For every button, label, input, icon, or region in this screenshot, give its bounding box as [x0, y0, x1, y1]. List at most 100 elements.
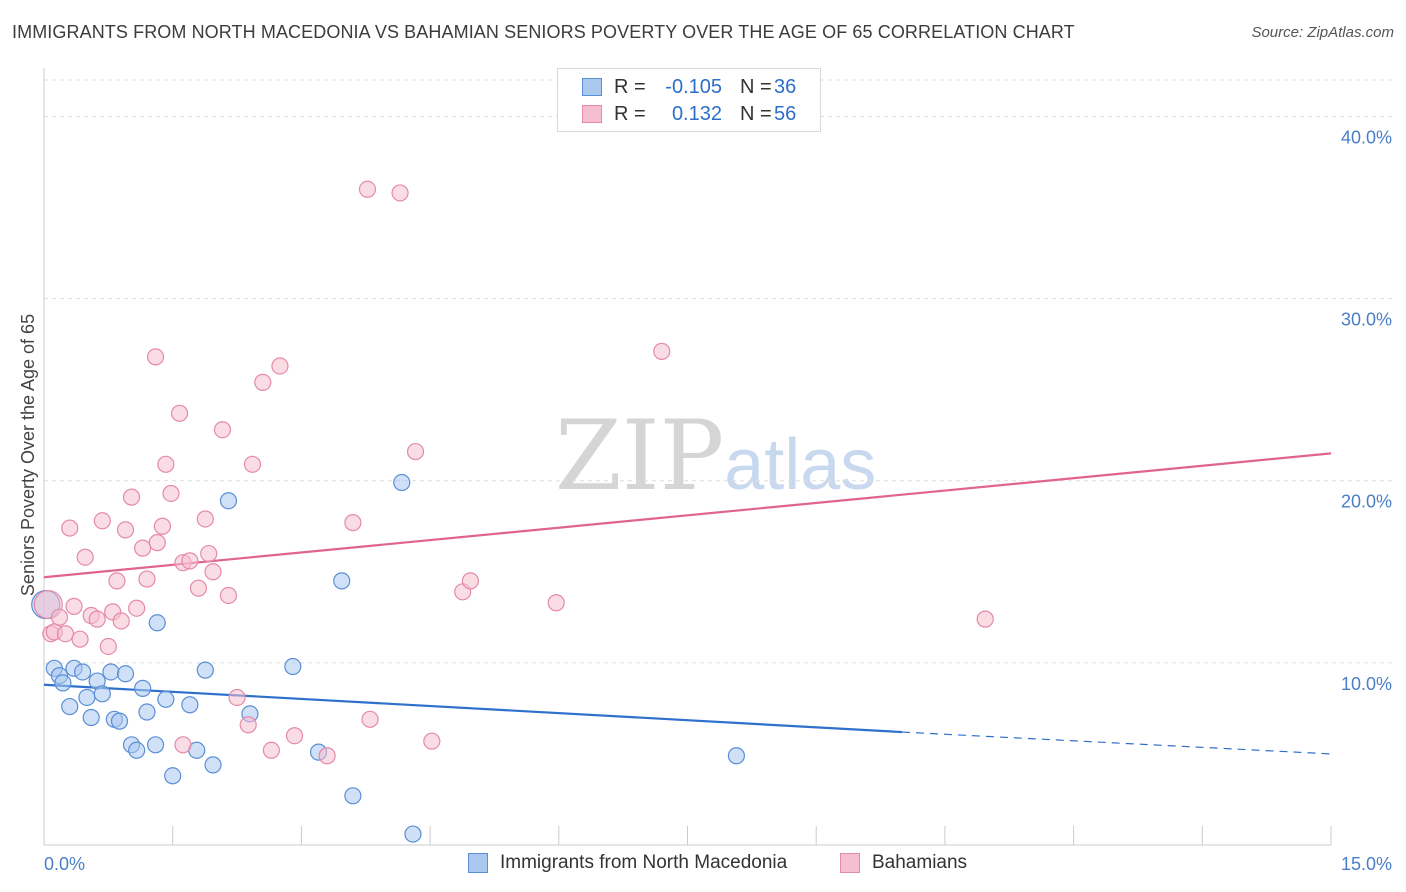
north-macedonia-point	[134, 679, 152, 697]
bahamians-point	[153, 517, 172, 535]
bahamians-point	[243, 455, 262, 473]
north-macedonia-point	[54, 674, 72, 692]
north-macedonia-point	[344, 787, 362, 805]
bottom-legend-bahamians: Bahamians	[840, 852, 967, 874]
legend-n-value: 56	[774, 102, 797, 125]
bahamians-point	[116, 521, 135, 539]
bahamians-point	[99, 637, 117, 656]
north-macedonia-point	[219, 492, 238, 510]
north-macedonia-trend-extension	[901, 731, 1332, 755]
legend-r-label: R =	[614, 75, 646, 98]
bahamians-point	[406, 442, 425, 461]
axes	[43, 68, 1332, 846]
bahamians-point	[461, 572, 480, 590]
bahamians-point	[391, 184, 409, 202]
bahamians-point	[239, 716, 257, 734]
grid	[44, 79, 1392, 664]
y-axis-label: Seniors Poverty Over the Age of 65	[18, 314, 38, 596]
data-points	[31, 180, 994, 843]
bahamians-point	[262, 741, 280, 759]
bottom-legend-swatch-pink	[840, 853, 860, 873]
bahamians-point	[170, 404, 189, 422]
legend-n-label: N =	[740, 75, 772, 98]
bahamians-point	[138, 570, 156, 588]
bahamians-point	[344, 514, 362, 532]
bahamians-point	[61, 519, 79, 537]
bahamians-point	[50, 608, 69, 626]
bahamians-point	[213, 421, 232, 439]
north-macedonia-point	[181, 696, 199, 714]
north-macedonia-point	[74, 663, 92, 681]
bahamians-point	[56, 625, 75, 643]
bottom-legend-label: Bahamians	[872, 852, 968, 873]
bahamians-point	[122, 488, 141, 506]
north-macedonia-point	[116, 665, 135, 683]
north-macedonia-point	[138, 703, 156, 721]
chart-title: IMMIGRANTS FROM NORTH MACEDONIA VS BAHAM…	[12, 22, 1075, 42]
bahamians-point	[134, 539, 152, 557]
legend-row-north-macedonia: R = -0.105 N = 36	[582, 75, 796, 99]
bahamians-point	[88, 610, 106, 628]
north-macedonia-point	[110, 712, 129, 730]
bahamians-point	[108, 572, 126, 590]
bahamians-point	[148, 534, 166, 552]
bahamians-point	[285, 727, 304, 745]
bahamians-point	[423, 732, 441, 750]
bahamians-point	[181, 552, 199, 570]
tick-labels: 10.0% 20.0% 30.0% 40.0% 0.0% 15.0%	[44, 127, 1392, 874]
x-tick-label: 0.0%	[44, 854, 85, 874]
north-macedonia-point	[102, 663, 120, 681]
north-macedonia-point	[284, 657, 302, 676]
bahamians-trend-line	[43, 452, 1332, 579]
north-macedonia-point	[393, 473, 411, 492]
y-tick-label: 40.0%	[1341, 127, 1392, 147]
north-macedonia-point	[204, 756, 222, 774]
legend-swatch-blue	[582, 78, 602, 96]
north-macedonia-point	[727, 747, 746, 765]
bahamians-point	[358, 180, 377, 198]
bahamians-point	[204, 563, 222, 581]
bahamians-point	[93, 512, 111, 530]
north-macedonia-point	[82, 708, 100, 727]
trend-lines	[43, 452, 1332, 755]
north-macedonia-point	[157, 690, 175, 708]
bahamians-point	[112, 612, 130, 630]
y-tick-label: 10.0%	[1341, 674, 1392, 694]
north-macedonia-point	[93, 685, 111, 703]
bahamians-point	[174, 736, 192, 754]
source-label: Source: ZipAtlas.com	[1251, 24, 1394, 41]
legend-row-bahamians: R = 0.132 N = 56	[582, 102, 796, 126]
north-macedonia-point	[196, 661, 214, 679]
bahamians-point	[271, 357, 289, 375]
north-macedonia-point	[146, 736, 165, 754]
bahamians-point	[71, 630, 89, 648]
north-macedonia-trend-line	[43, 683, 903, 734]
bahamians-point	[157, 455, 175, 473]
bahamians-point	[361, 710, 379, 728]
x-tick-label: 15.0%	[1341, 854, 1392, 874]
north-macedonia-point	[148, 614, 166, 632]
legend-n-value: 36	[774, 75, 797, 98]
y-tick-label: 30.0%	[1341, 310, 1392, 330]
bahamians-point	[653, 342, 671, 360]
bahamians-point	[196, 510, 214, 528]
bahamians-point	[65, 597, 83, 615]
bahamians-point	[76, 548, 94, 566]
legend-swatch-pink	[582, 105, 602, 123]
bahamians-point	[200, 544, 218, 563]
north-macedonia-point	[404, 825, 422, 843]
bahamians-point	[228, 688, 246, 707]
legend-r-label: R =	[614, 102, 646, 125]
bahamians-point	[128, 599, 146, 617]
bottom-legend-north-macedonia: Immigrants from North Macedonia	[468, 852, 787, 874]
legend-r-value: 0.132	[671, 102, 722, 125]
bahamians-point	[219, 586, 238, 605]
bahamians-point	[254, 373, 272, 391]
bahamians-point	[547, 594, 565, 612]
bahamians-point	[189, 579, 208, 597]
y-tick-label: 20.0%	[1341, 492, 1392, 512]
bahamians-point	[976, 610, 994, 628]
bahamians-point	[146, 348, 165, 366]
bahamians-point	[318, 747, 336, 765]
